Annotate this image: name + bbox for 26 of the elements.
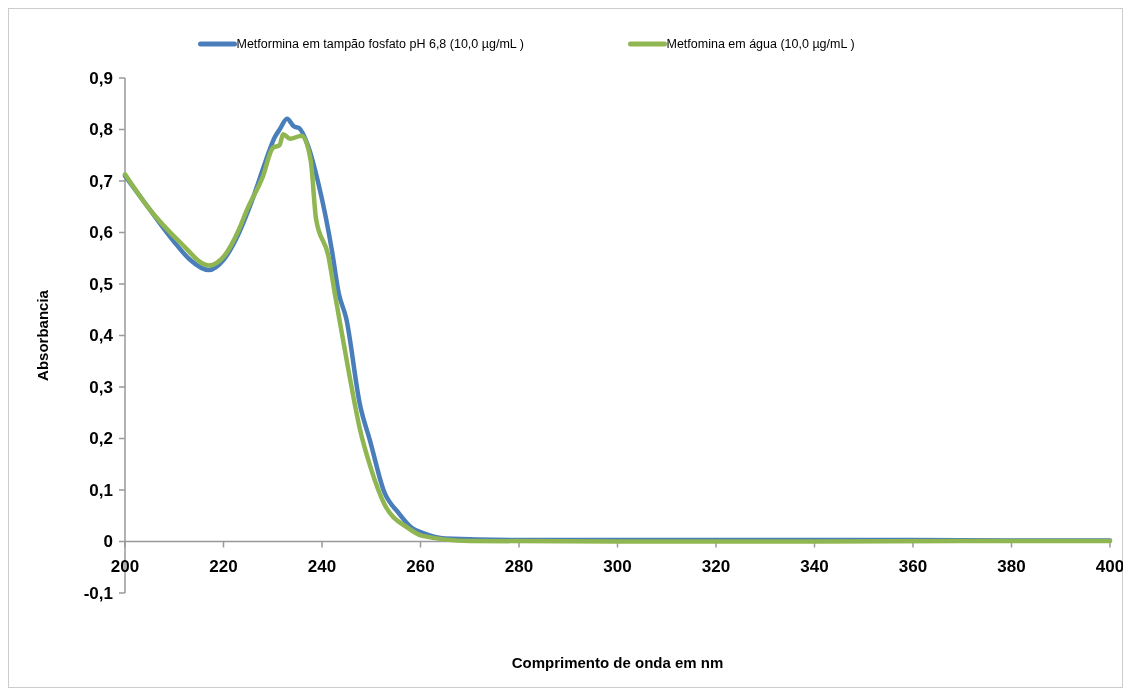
y-tick-label: 0,2: [89, 429, 113, 449]
y-axis-title: Absorbancia: [34, 289, 51, 381]
x-tick-label: 340: [800, 556, 829, 576]
x-tick-label: 280: [504, 556, 534, 576]
x-axis-title: Comprimento de onda em nm: [511, 654, 724, 671]
x-tick-label: 220: [209, 556, 238, 576]
x-tick-label: 300: [603, 556, 632, 576]
legend-label: Metformina em tampão fosfato pH 6,8 (10,0 µg/mL ): [236, 37, 524, 51]
x-tick-label: 240: [307, 556, 337, 576]
x-tick-label: 400: [1095, 556, 1125, 576]
x-tick-label: 380: [997, 556, 1026, 576]
x-tick-label: 360: [898, 556, 928, 576]
legend-label: Metfomina em água (10,0 µg/mL ): [666, 37, 855, 51]
y-tick-label: -0,1: [83, 583, 113, 603]
y-tick-label: 0,4: [89, 326, 114, 346]
y-tick-label: 0,1: [89, 480, 113, 500]
y-tick-label: 0,5: [89, 274, 113, 294]
y-tick-label: 0,8: [89, 120, 113, 140]
y-tick-label: 0,7: [89, 171, 113, 191]
y-tick-label: 0: [103, 532, 113, 552]
x-tick-label: 260: [406, 556, 435, 576]
y-tick-label: 0,9: [89, 68, 113, 88]
x-tick-label: 200: [110, 556, 140, 576]
y-tick-label: 0,6: [89, 223, 113, 243]
y-tick-label: 0,3: [89, 377, 113, 397]
x-tick-label: 320: [701, 556, 731, 576]
